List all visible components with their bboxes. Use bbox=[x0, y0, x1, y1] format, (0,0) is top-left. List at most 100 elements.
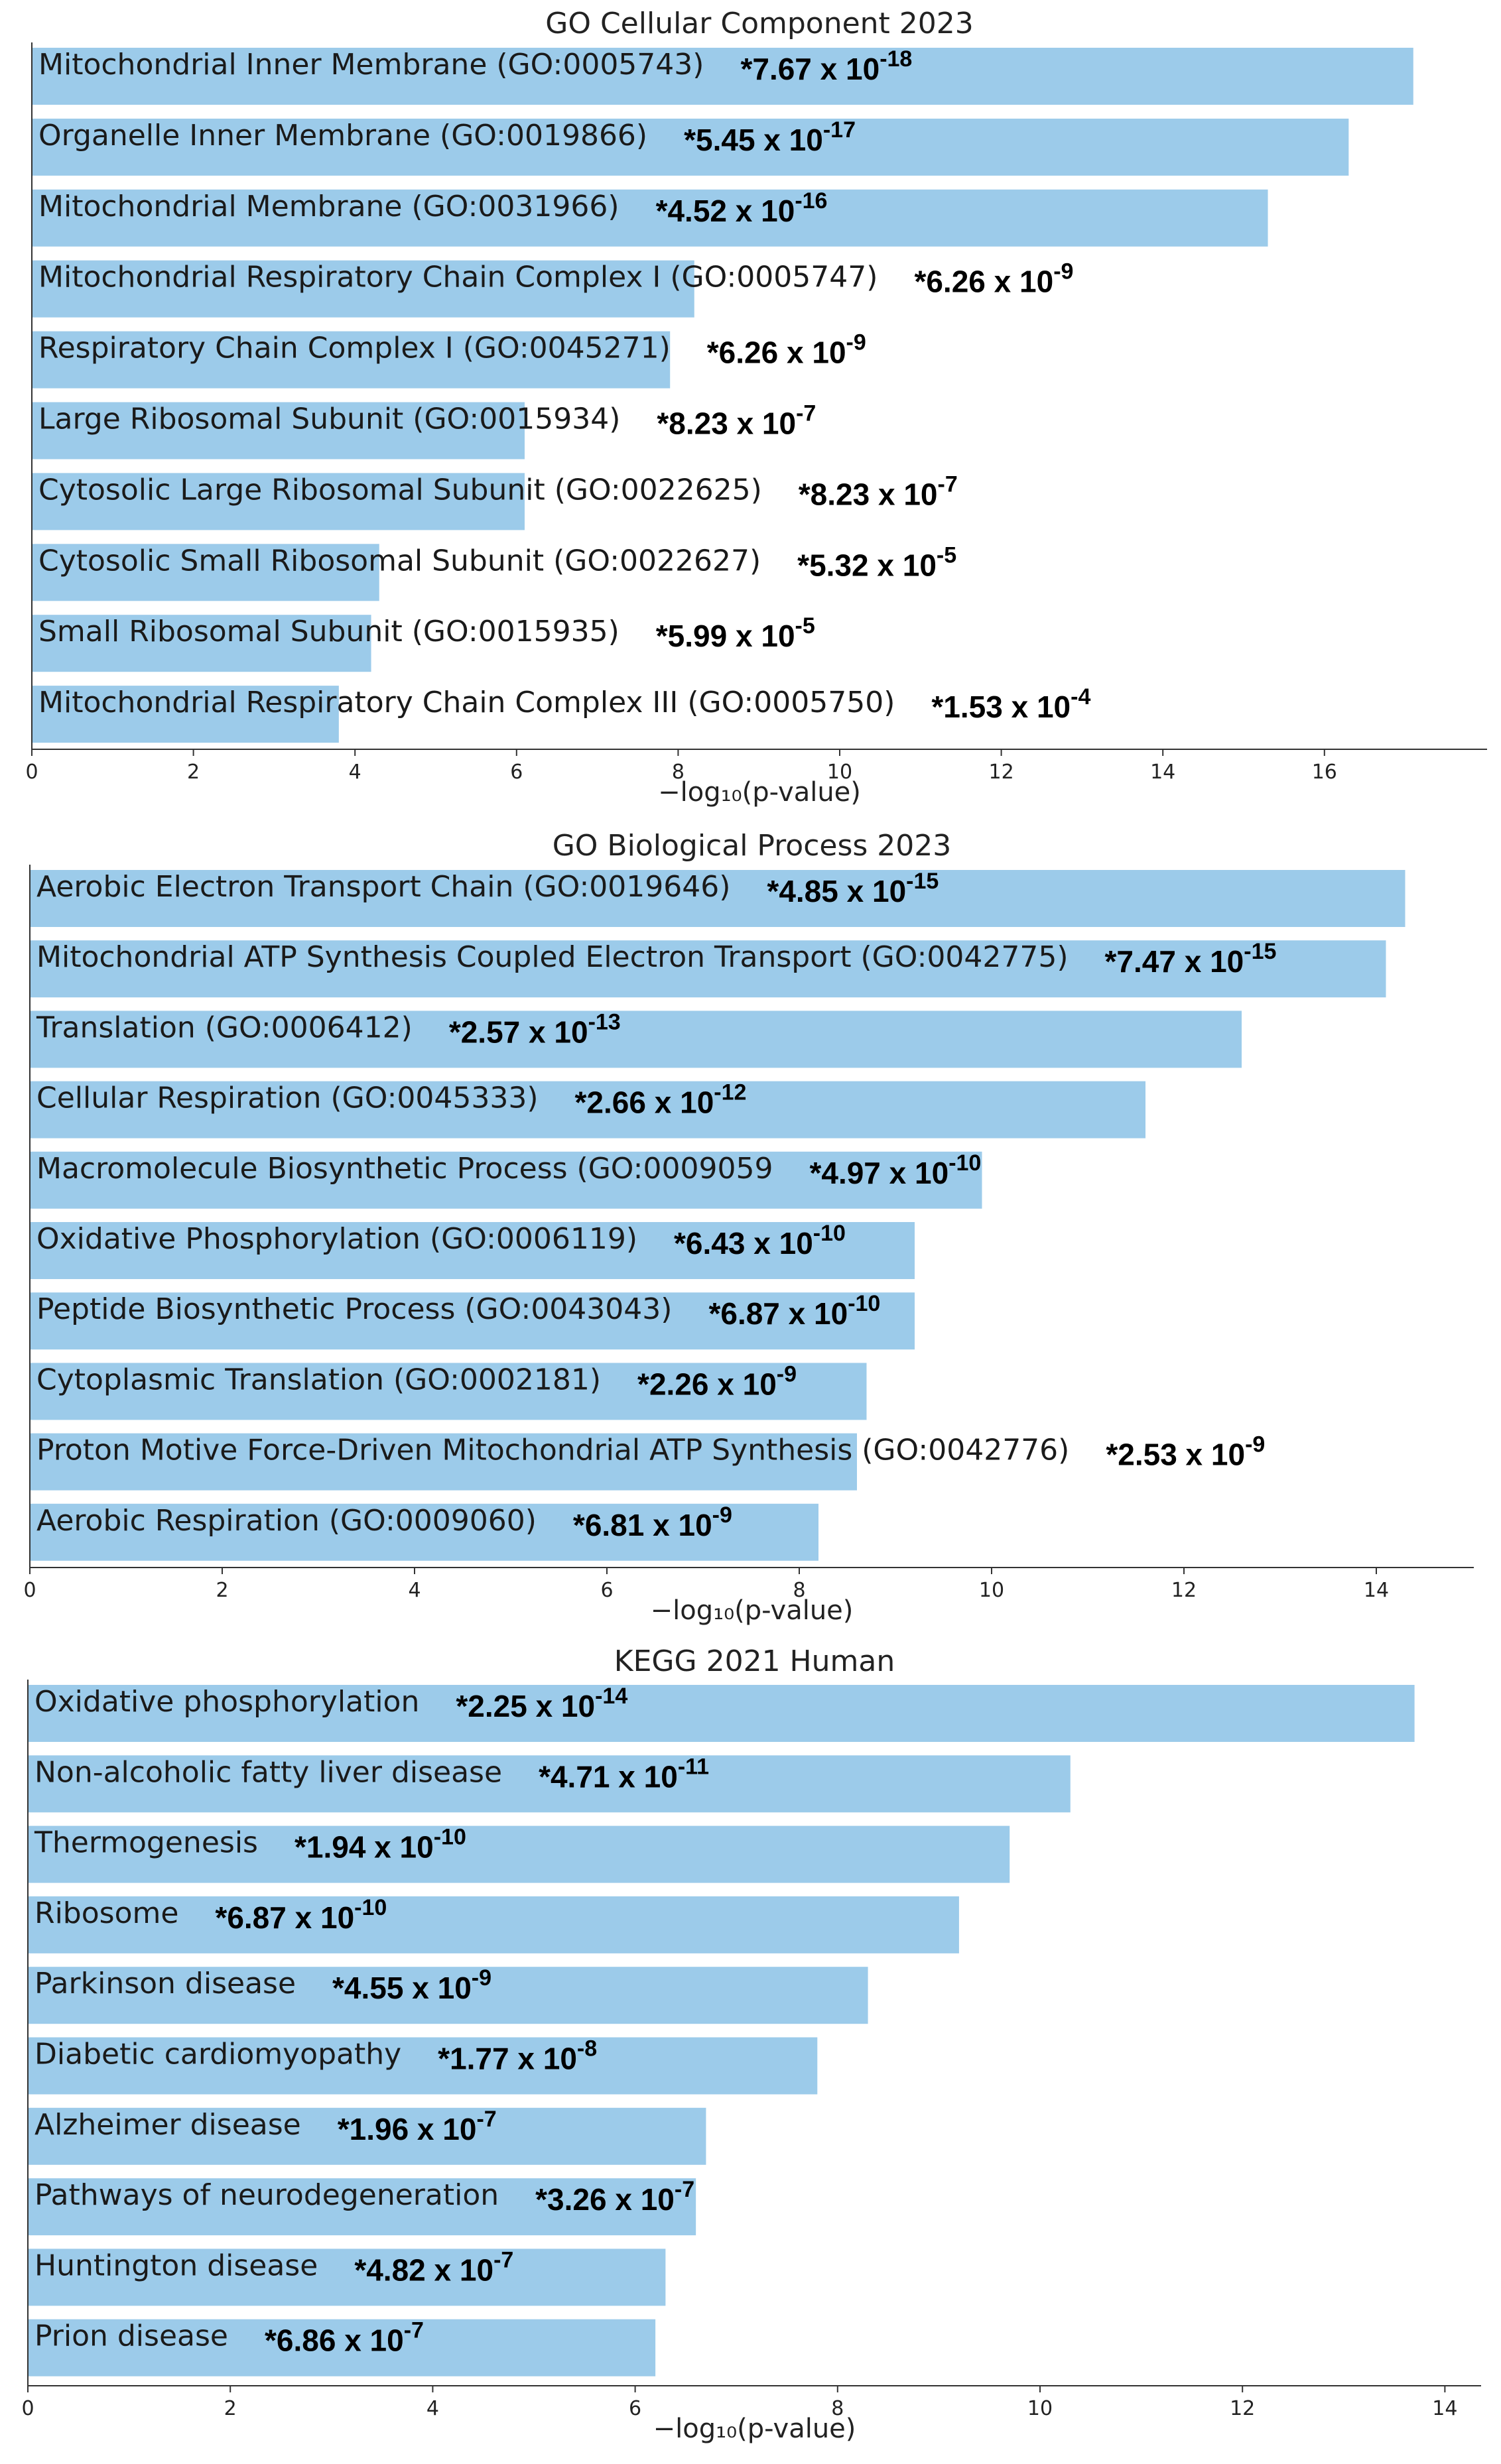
bar-label: Proton Motive Force-Driven Mitochondrial… bbox=[36, 1434, 1069, 1467]
bar-label: Aerobic Respiration (GO:0009060) bbox=[36, 1504, 537, 1538]
p-value-exponent: -15 bbox=[1244, 939, 1276, 964]
bar bbox=[32, 48, 1413, 105]
x-tick-label: 4 bbox=[408, 1579, 421, 1602]
x-tick-label: 4 bbox=[426, 2397, 439, 2420]
bar bbox=[32, 686, 339, 743]
p-value-exponent: -10 bbox=[354, 1895, 387, 1920]
p-value-exponent: -9 bbox=[712, 1503, 732, 1528]
p-value-exponent: -18 bbox=[880, 46, 912, 72]
p-value-label: *6.26 x 10-9 bbox=[914, 259, 1073, 299]
x-tick-label: 0 bbox=[25, 761, 38, 784]
bar bbox=[32, 118, 1349, 176]
p-value-label: *2.53 x 10-9 bbox=[1106, 1432, 1265, 1472]
bar bbox=[30, 1363, 867, 1420]
bar bbox=[30, 1081, 1145, 1139]
bar bbox=[32, 544, 379, 601]
bar bbox=[28, 2178, 696, 2236]
bar-label: Ribosome bbox=[34, 1896, 178, 1930]
p-value-label: *6.26 x 10-9 bbox=[707, 330, 866, 370]
p-value-label: *1.96 x 10-7 bbox=[338, 2107, 497, 2146]
bar bbox=[28, 2037, 818, 2095]
bar bbox=[32, 331, 671, 389]
bar-label: Respiratory Chain Complex I (GO:0045271) bbox=[38, 332, 671, 365]
bar bbox=[30, 1151, 982, 1209]
p-value-exponent: -10 bbox=[848, 1291, 880, 1316]
bar bbox=[30, 940, 1386, 998]
p-value-exponent: -7 bbox=[796, 401, 816, 426]
bar bbox=[32, 260, 694, 318]
x-tick-label: 16 bbox=[1312, 761, 1337, 784]
x-tick-label: 8 bbox=[831, 2397, 844, 2420]
p-value-exponent: -5 bbox=[937, 542, 956, 568]
bar-label: Mitochondrial ATP Synthesis Coupled Elec… bbox=[36, 940, 1069, 974]
bar bbox=[30, 870, 1405, 927]
bar bbox=[30, 1292, 915, 1350]
x-tick-label: 2 bbox=[224, 2397, 237, 2420]
bar-label: Parkinson disease bbox=[34, 1967, 296, 2001]
bar-label: Macromolecule Biosynthetic Process (GO:0… bbox=[36, 1152, 773, 1186]
p-value-label: *1.77 x 10-8 bbox=[438, 2036, 597, 2076]
x-tick-label: 0 bbox=[21, 2397, 34, 2420]
bar bbox=[28, 1896, 959, 1953]
p-value-exponent: -10 bbox=[434, 1825, 466, 1850]
p-value-label: *4.82 x 10-7 bbox=[354, 2247, 513, 2287]
bar bbox=[28, 2319, 656, 2376]
p-value-exponent: -13 bbox=[588, 1009, 621, 1034]
x-tick-label: 2 bbox=[216, 1579, 228, 1602]
x-tick-label: 6 bbox=[629, 2397, 641, 2420]
p-value-exponent: -14 bbox=[595, 1684, 627, 1709]
x-tick-label: 6 bbox=[600, 1579, 613, 1602]
p-value-label: *8.23 x 10-7 bbox=[657, 401, 816, 441]
bar-label: Cytoplasmic Translation (GO:0002181) bbox=[36, 1363, 601, 1396]
chart-title: GO Biological Process 2023 bbox=[553, 829, 952, 863]
bar-label: Mitochondrial Respiratory Chain Complex … bbox=[38, 261, 878, 294]
bar-label: Pathways of neurodegeneration bbox=[34, 2178, 499, 2212]
bar-label: Translation (GO:0006412) bbox=[36, 1011, 413, 1044]
bar-label: Aerobic Electron Transport Chain (GO:001… bbox=[36, 870, 730, 904]
p-value-label: *2.26 x 10-9 bbox=[637, 1361, 797, 1401]
p-value-exponent: -8 bbox=[577, 2036, 597, 2062]
bar-label: Thermogenesis bbox=[34, 1826, 258, 1860]
p-value-label: *1.53 x 10-4 bbox=[931, 684, 1090, 724]
p-value-label: *3.26 x 10-7 bbox=[535, 2177, 694, 2217]
x-tick-label: 14 bbox=[1432, 2397, 1457, 2420]
chart-panel-3: KEGG 2021 Human Oxidative phosphorylation… bbox=[21, 1644, 1481, 2444]
bar bbox=[30, 1011, 1242, 1068]
p-value-exponent: -9 bbox=[472, 1965, 491, 1991]
p-value-exponent: -15 bbox=[906, 869, 939, 894]
bar-label: Mitochondrial Inner Membrane (GO:0005743… bbox=[38, 48, 704, 82]
bar bbox=[28, 1685, 1415, 1742]
p-value-label: *6.86 x 10-7 bbox=[265, 2318, 424, 2358]
x-tick-label: 10 bbox=[827, 761, 852, 784]
bar bbox=[28, 2248, 666, 2306]
bar-label: Peptide Biosynthetic Process (GO:0043043… bbox=[36, 1292, 672, 1326]
p-value-exponent: -9 bbox=[1245, 1432, 1265, 1457]
chart-panel-2: GO Biological Process 2023 Aerobic Electr… bbox=[23, 829, 1474, 1626]
p-value-exponent: -7 bbox=[476, 2107, 496, 2132]
x-tick-label: 2 bbox=[187, 761, 200, 784]
p-value-exponent: -12 bbox=[714, 1080, 746, 1105]
bar bbox=[28, 2107, 706, 2165]
x-tick-label: 14 bbox=[1150, 761, 1175, 784]
x-tick-label: 10 bbox=[1027, 2397, 1053, 2420]
bar bbox=[28, 1825, 1010, 1883]
chart-title: GO Cellular Component 2023 bbox=[545, 7, 974, 40]
x-axis-label: −log₁₀(p-value) bbox=[651, 1595, 854, 1626]
p-value-exponent: -9 bbox=[1053, 259, 1073, 284]
bar-label: Small Ribosomal Subunit (GO:0015935) bbox=[38, 615, 620, 648]
bar-label: Oxidative Phosphorylation (GO:0006119) bbox=[36, 1222, 637, 1256]
p-value-exponent: -17 bbox=[823, 117, 856, 143]
bar-label: Cytosolic Small Ribosomal Subunit (GO:00… bbox=[38, 544, 761, 578]
p-value-exponent: -7 bbox=[675, 2177, 694, 2202]
x-tick-label: 6 bbox=[510, 761, 523, 784]
p-value-exponent: -7 bbox=[938, 471, 958, 497]
p-value-label: *4.55 x 10-9 bbox=[332, 1965, 491, 2005]
x-tick-label: 8 bbox=[672, 761, 685, 784]
p-value-label: *1.94 x 10-10 bbox=[294, 1825, 466, 1865]
bar-label: Oxidative phosphorylation bbox=[34, 1685, 419, 1719]
bar bbox=[32, 402, 525, 460]
p-value-label: *5.32 x 10-5 bbox=[797, 542, 956, 582]
bar-label: Cellular Respiration (GO:0045333) bbox=[36, 1081, 539, 1115]
x-tick-label: 12 bbox=[989, 761, 1014, 784]
